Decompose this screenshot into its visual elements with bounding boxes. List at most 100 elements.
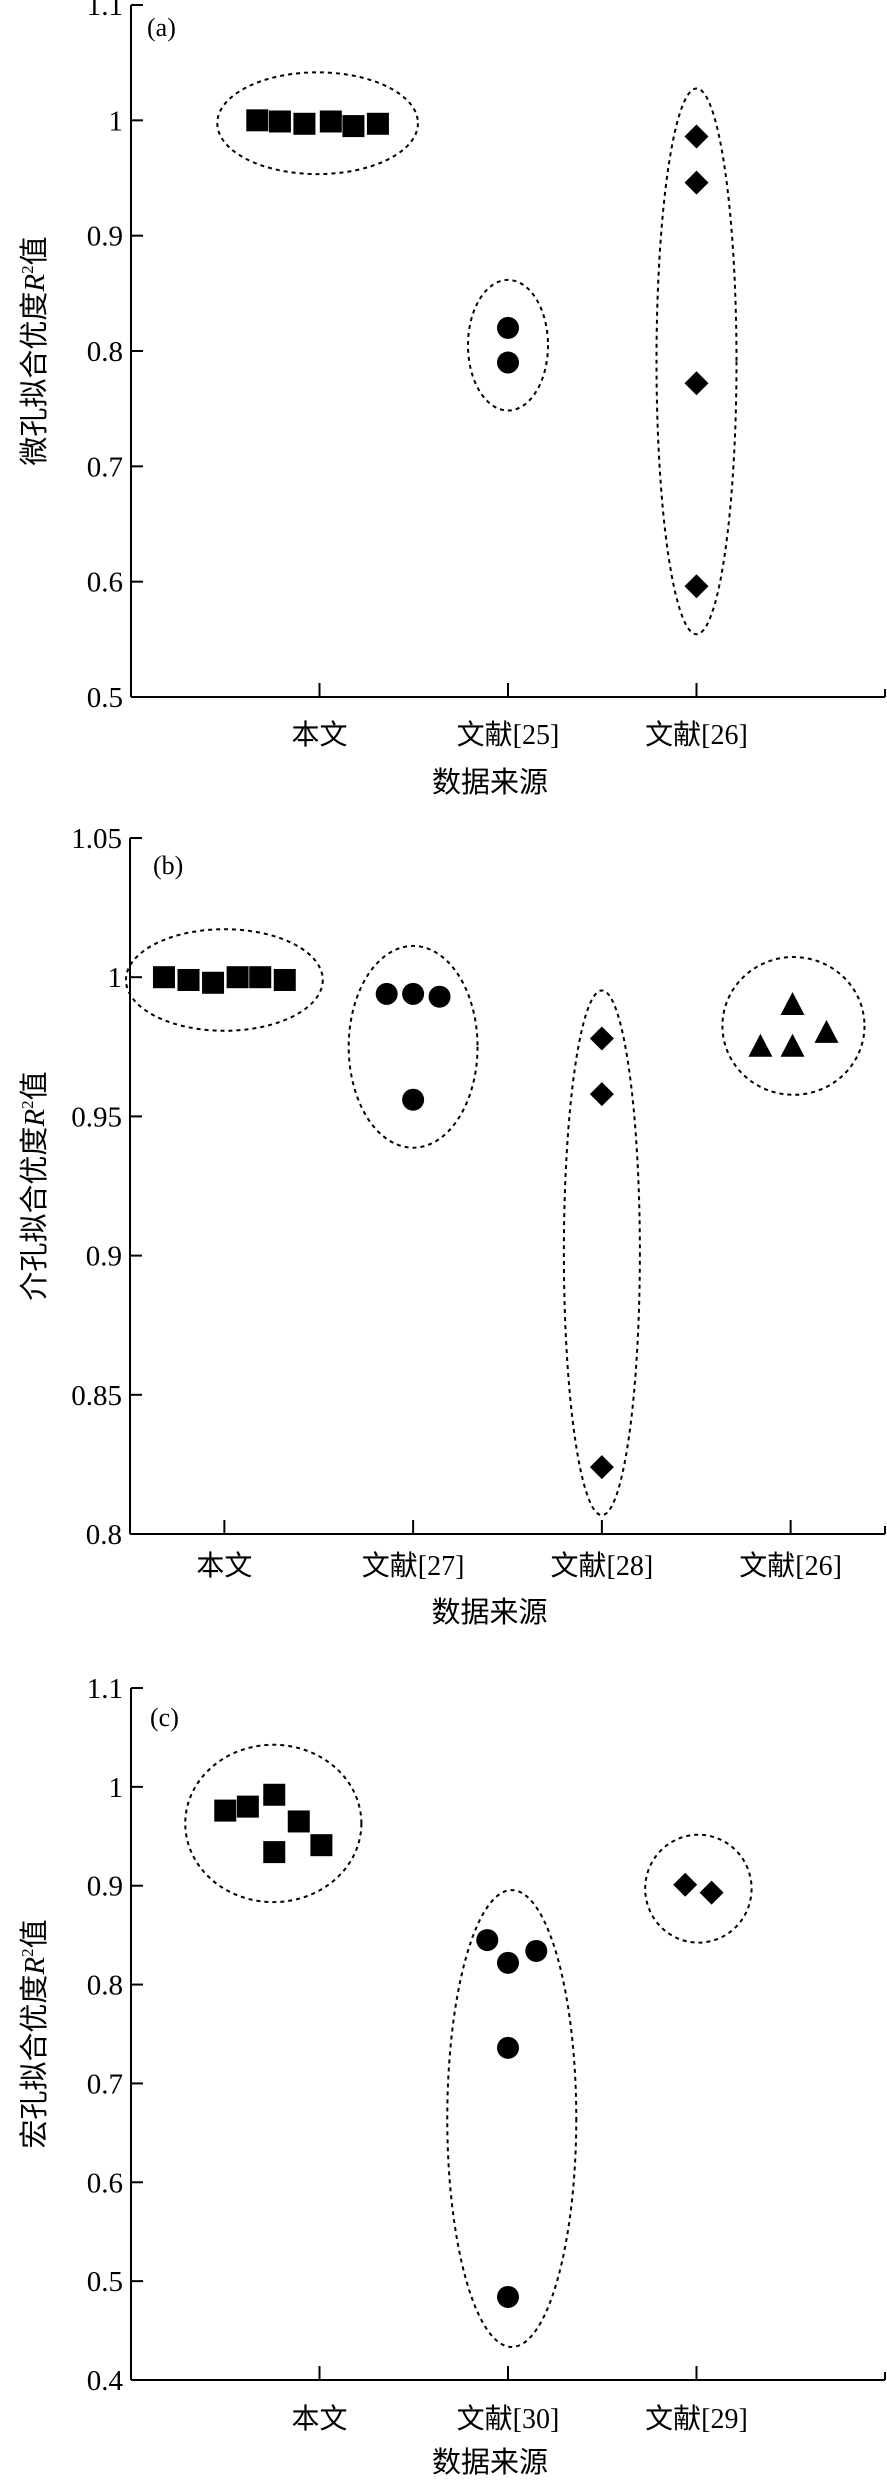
x-tick-label: 文献[30] bbox=[457, 2403, 560, 2435]
x-tick-label: 文献[28] bbox=[551, 1550, 654, 1582]
square-point bbox=[293, 112, 316, 135]
y-tick-label: 0.8 bbox=[87, 1970, 123, 2002]
series-triangle bbox=[721, 956, 866, 1096]
group-ellipse bbox=[216, 71, 419, 176]
y-tick-label: 0.7 bbox=[87, 2068, 123, 2100]
x-tick-label: 文献[27] bbox=[362, 1550, 465, 1582]
y-tick-label: 0.9 bbox=[87, 1871, 123, 1903]
series-diamond bbox=[655, 87, 738, 636]
group-ellipse bbox=[467, 278, 549, 412]
square-point bbox=[342, 115, 365, 138]
y-label-variable: R bbox=[19, 1957, 51, 1976]
y-label-superscript: 2 bbox=[18, 265, 37, 274]
x-tick-label: 文献[29] bbox=[645, 2403, 748, 2435]
y-label-superscript: 2 bbox=[18, 1948, 37, 1957]
y-tick-label: 0.9 bbox=[87, 221, 123, 253]
x-tick-label: 文献[25] bbox=[457, 719, 560, 751]
circle-point bbox=[497, 1951, 519, 1974]
square-point bbox=[236, 1795, 259, 1818]
y-label-suffix: 值 bbox=[18, 1919, 51, 1948]
circle-point bbox=[497, 316, 519, 339]
y-tick-label: 1 bbox=[109, 105, 124, 137]
circle-point bbox=[375, 982, 398, 1005]
square-point bbox=[319, 110, 342, 133]
y-tick-label: 0.95 bbox=[71, 1101, 122, 1133]
x-tick-label: 本文 bbox=[291, 719, 347, 751]
square-point bbox=[214, 1799, 237, 1822]
y-label-suffix: 值 bbox=[18, 1071, 51, 1100]
x-tick-label: 文献[26] bbox=[739, 1550, 842, 1582]
circle-point bbox=[476, 1929, 499, 1952]
diamond-point bbox=[684, 170, 709, 195]
square-point bbox=[366, 112, 389, 135]
circle-point bbox=[402, 1088, 425, 1111]
diamond-point bbox=[684, 574, 709, 599]
y-label-superscript: 2 bbox=[18, 1100, 37, 1109]
y-label-variable: R bbox=[19, 1109, 51, 1128]
panel-label: (a) bbox=[147, 13, 176, 42]
y-tick-label: 0.6 bbox=[87, 567, 123, 599]
circle-point bbox=[402, 982, 425, 1005]
y-axis-label: 宏孔拟合优度R2值 bbox=[18, 1919, 51, 2148]
circle-point bbox=[428, 985, 451, 1008]
y-axis-label: 介孔拟合优度R2值 bbox=[18, 1071, 51, 1300]
y-tick-label: 1.05 bbox=[71, 823, 122, 855]
panel-label: (b) bbox=[153, 851, 183, 880]
square-point bbox=[287, 1810, 310, 1833]
y-tick-label: 1 bbox=[108, 962, 123, 994]
y-tick-label: 0.6 bbox=[87, 2167, 123, 2199]
y-label-text: 介孔拟合优度 bbox=[18, 1127, 51, 1301]
group-ellipse bbox=[347, 944, 479, 1149]
x-axis-label: 数据来源 bbox=[431, 1596, 547, 1629]
y-tick-label: 0.7 bbox=[87, 451, 123, 483]
diamond-point bbox=[589, 1026, 614, 1051]
series-square bbox=[124, 928, 324, 1032]
y-tick-label: 0.9 bbox=[86, 1241, 122, 1273]
diamond-point bbox=[673, 1872, 698, 1897]
series-square bbox=[184, 1743, 363, 1904]
triangle-point bbox=[814, 1019, 839, 1043]
y-tick-label: 0.5 bbox=[87, 682, 123, 714]
square-point bbox=[177, 968, 200, 991]
x-tick-label: 文献[26] bbox=[645, 719, 748, 751]
diamond-point bbox=[684, 124, 709, 149]
x-axis-label: 数据来源 bbox=[432, 2446, 548, 2479]
square-point bbox=[249, 966, 272, 989]
panel-label: (c) bbox=[150, 1703, 179, 1732]
square-point bbox=[268, 110, 291, 133]
square-point bbox=[263, 1783, 286, 1806]
series-square bbox=[216, 71, 419, 176]
x-tick-label: 本文 bbox=[196, 1550, 252, 1582]
chart-panel-c: 0.4 0.5 0.6 0.7 0.8 0.9 1 1.1 本文 文献[30] 文献[29] 数据来源… bbox=[18, 1673, 886, 2479]
series-circle bbox=[467, 278, 549, 412]
circle-point bbox=[497, 2285, 519, 2308]
diamond-point bbox=[684, 371, 709, 396]
y-axis-label: 微孔拟合优度R2值 bbox=[18, 236, 51, 465]
square-point bbox=[202, 971, 225, 994]
group-ellipse bbox=[184, 1743, 363, 1904]
group-ellipse bbox=[124, 928, 324, 1032]
circle-point bbox=[497, 351, 519, 374]
square-point bbox=[273, 968, 296, 991]
group-ellipse bbox=[446, 1889, 578, 2348]
y-tick-label: 0.8 bbox=[87, 336, 123, 368]
group-ellipse bbox=[655, 87, 738, 636]
chart-panel-a: 0.5 0.6 0.7 0.8 0.9 1 1.1 本文 文献[25] 文献[26] 数据来源 微孔拟… bbox=[18, 0, 886, 799]
series-circle bbox=[347, 944, 479, 1149]
group-ellipse bbox=[562, 989, 641, 1517]
diamond-point bbox=[699, 1880, 724, 1905]
x-tick-label: 本文 bbox=[291, 2403, 347, 2435]
square-point bbox=[246, 109, 269, 132]
circle-point bbox=[525, 1939, 548, 1962]
circle-point bbox=[497, 2036, 519, 2059]
y-tick-label: 1.1 bbox=[87, 1673, 123, 1705]
triangle-point bbox=[748, 1033, 773, 1057]
y-tick-label: 1 bbox=[109, 1772, 124, 1804]
chart-panel-b: 0.8 0.85 0.9 0.95 1 1.05 本文 文献[27] 文献[28] 文献[26] 数… bbox=[18, 823, 886, 1629]
y-label-text: 微孔拟合优度 bbox=[18, 292, 51, 466]
series-circle bbox=[446, 1889, 578, 2348]
square-point bbox=[310, 1834, 333, 1857]
y-tick-label: 0.8 bbox=[86, 1519, 122, 1551]
series-diamond bbox=[562, 989, 641, 1517]
